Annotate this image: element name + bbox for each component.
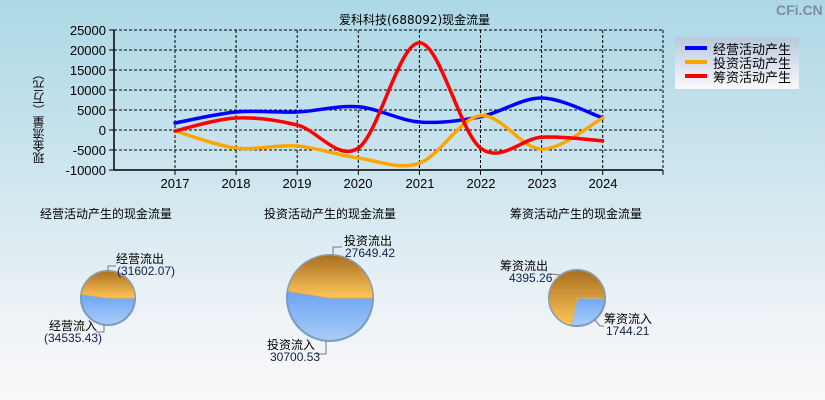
pie-value-financing-inflow: 1744.21 xyxy=(606,324,650,338)
pie-label-investing-outflow: 投资流出 xyxy=(344,234,393,248)
legend-swatch-red-icon xyxy=(685,74,707,78)
series-line xyxy=(173,41,605,155)
pie-chart xyxy=(286,246,374,355)
pie-value-operating-inflow: (34535.43) xyxy=(44,331,103,345)
x-tick: 2018 xyxy=(221,176,251,191)
legend-swatch-blue-icon xyxy=(685,46,707,50)
pie-label-financing-inflow: 筹资流入 xyxy=(604,312,653,326)
pie-label-operating-inflow: 经营流入 xyxy=(49,319,98,333)
series-line xyxy=(173,113,605,168)
pie-value-investing-inflow: 30700.53 xyxy=(270,350,321,364)
y-tick: 25000 xyxy=(69,23,106,38)
y-tick: -5000 xyxy=(72,143,106,158)
pie-title-investing: 投资活动产生的现金流量 xyxy=(264,207,397,221)
pie-label-financing-outflow: 筹资流出 xyxy=(500,259,549,273)
legend-item-investing: 投资活动产生 xyxy=(685,55,792,72)
legend-item-financing: 筹资活动产生 xyxy=(685,69,792,86)
legend: 经营活动产生 投资活动产生 筹资活动产生 xyxy=(675,37,799,89)
x-tick: 2024 xyxy=(588,176,618,191)
legend-swatch-orange-icon xyxy=(685,60,707,64)
y-tick: 10000 xyxy=(69,83,106,98)
pie-label-investing-inflow: 投资流入 xyxy=(267,338,316,352)
y-tick: -10000 xyxy=(65,163,106,178)
y-tick: 5000 xyxy=(77,103,106,118)
pie-label-operating-outflow: 经营流出 xyxy=(116,252,165,266)
pie-value-operating-outflow: (31602.07) xyxy=(117,264,176,278)
legend-label: 投资活动产生 xyxy=(713,56,792,72)
pie-slice-outflow xyxy=(287,254,374,299)
pie-value-investing-outflow: 27649.42 xyxy=(345,246,396,260)
legend-label: 筹资活动产生 xyxy=(713,70,792,86)
y-tick: 20000 xyxy=(69,43,106,58)
legend-label: 经营活动产生 xyxy=(713,42,792,58)
x-tick: 2021 xyxy=(405,176,435,191)
y-tick: 0 xyxy=(98,123,106,138)
x-tick: 2020 xyxy=(343,176,373,191)
pie-chart xyxy=(548,269,606,327)
line-chart-title: 爱科科技(688092)现金流量 xyxy=(339,13,491,27)
x-tick: 2017 xyxy=(160,176,190,191)
pie-value-financing-outflow: 4395.26 xyxy=(509,271,553,285)
grid-lines xyxy=(109,29,664,175)
x-tick: 2022 xyxy=(466,176,496,191)
pie-title-financing: 筹资活动产生的现金流量 xyxy=(510,207,643,221)
legend-item-operating: 经营活动产生 xyxy=(685,41,792,58)
pie-title-operating: 经营活动产生的现金流量 xyxy=(40,207,173,221)
x-tick: 2023 xyxy=(527,176,557,191)
y-tick: 15000 xyxy=(69,63,106,78)
series-line xyxy=(173,96,605,125)
line-series xyxy=(173,41,605,168)
pie-charts xyxy=(80,246,606,355)
x-tick: 2019 xyxy=(282,176,312,191)
watermark-logo: CFi.CN xyxy=(776,2,823,18)
pie-chart xyxy=(80,265,136,333)
